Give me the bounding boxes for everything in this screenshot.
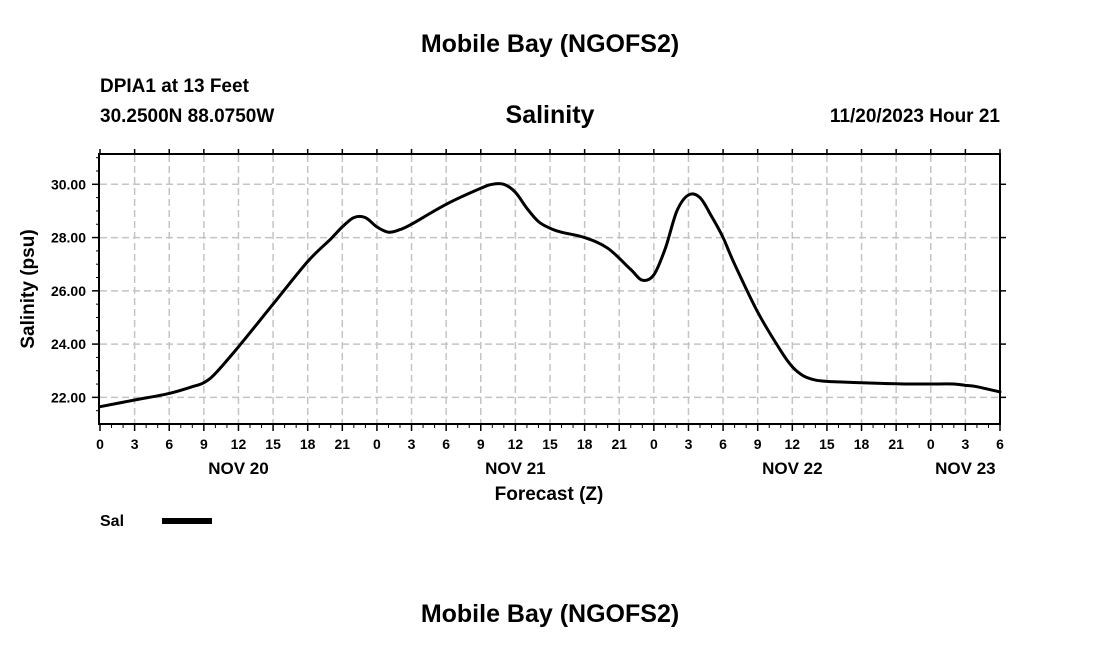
x-tick-label: 6 bbox=[442, 436, 450, 452]
y-tick-label: 28.00 bbox=[51, 230, 86, 246]
plot-frame bbox=[98, 153, 1001, 425]
x-tick-label: 9 bbox=[477, 436, 485, 452]
x-tick-label: 12 bbox=[508, 436, 524, 452]
chart-title: Salinity bbox=[505, 101, 595, 129]
axis-labels: 0 3 6 9 12 15 18 21 0 3 6 9 12 15 18 21 0 3 6 9 12 15 18 21 0 3 6N… bbox=[51, 176, 1004, 478]
day-label: NOV 20 bbox=[208, 459, 268, 478]
x-tick-label: 3 bbox=[131, 436, 139, 452]
x-tick-label: 12 bbox=[785, 436, 801, 452]
grid bbox=[100, 155, 1000, 424]
legend: Sal bbox=[100, 513, 212, 530]
x-tick-label: 3 bbox=[685, 436, 693, 452]
x-tick-label: 6 bbox=[165, 436, 173, 452]
footer-title: Mobile Bay (NGOFS2) bbox=[420, 600, 680, 628]
x-tick-label: 0 bbox=[650, 436, 658, 452]
day-label: NOV 22 bbox=[762, 459, 822, 478]
x-tick-label: 18 bbox=[300, 436, 316, 452]
y-axis-title: Salinity (psu) bbox=[18, 229, 39, 348]
station-coordinates: 30.2500N 88.0750W bbox=[100, 106, 275, 127]
x-tick-label: 15 bbox=[265, 436, 281, 452]
x-tick-label: 9 bbox=[200, 436, 208, 452]
forecast-timestamp: 11/20/2023 Hour 21 bbox=[829, 106, 1000, 127]
y-tick-label: 22.00 bbox=[51, 389, 86, 405]
salinity-series-line bbox=[98, 182, 1002, 409]
legend-label: Sal bbox=[100, 513, 124, 530]
x-tick-label: 18 bbox=[854, 436, 870, 452]
x-tick-label: 3 bbox=[961, 436, 969, 452]
x-tick-label: 0 bbox=[373, 436, 381, 452]
day-label: NOV 23 bbox=[935, 459, 995, 478]
x-tick-label: 18 bbox=[577, 436, 593, 452]
x-tick-label: 15 bbox=[819, 436, 835, 452]
y-tick-label: 30.00 bbox=[51, 176, 86, 192]
x-tick-label: 21 bbox=[888, 436, 904, 452]
day-label: NOV 21 bbox=[485, 459, 545, 478]
x-tick-label: 6 bbox=[719, 436, 727, 452]
x-tick-label: 21 bbox=[611, 436, 627, 452]
station-name: DPIA1 at 13 Feet bbox=[100, 76, 249, 97]
y-tick-label: 26.00 bbox=[51, 283, 86, 299]
x-tick-label: 0 bbox=[927, 436, 935, 452]
page-title: Mobile Bay (NGOFS2) bbox=[420, 30, 680, 58]
y-tick-label: 24.00 bbox=[51, 336, 86, 352]
x-tick-label: 12 bbox=[231, 436, 247, 452]
x-axis-title: Forecast (Z) bbox=[495, 484, 604, 505]
x-tick-label: 15 bbox=[542, 436, 558, 452]
axis-ticks bbox=[92, 149, 1006, 431]
x-tick-label: 3 bbox=[408, 436, 416, 452]
x-tick-label: 9 bbox=[754, 436, 762, 452]
x-tick-label: 21 bbox=[335, 436, 351, 452]
x-tick-label: 0 bbox=[96, 436, 104, 452]
x-tick-label: 6 bbox=[996, 436, 1004, 452]
